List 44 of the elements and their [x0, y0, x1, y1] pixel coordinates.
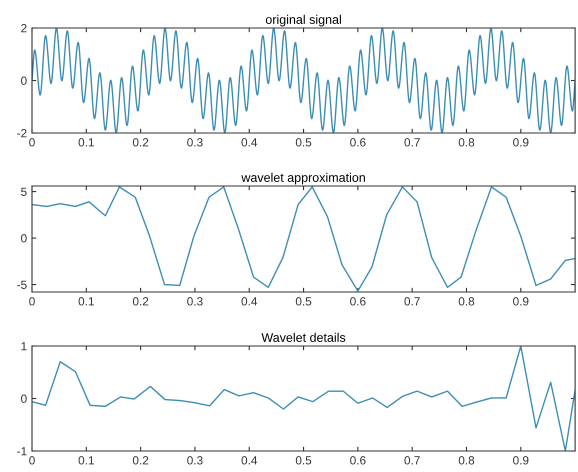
x-tick-label: 0.9: [513, 297, 528, 306]
line-series: [32, 346, 576, 451]
x-tick-label: 0.9: [513, 138, 528, 147]
y-tick-label: -5: [17, 280, 27, 289]
x-tick-label: 0.5: [296, 456, 312, 465]
x-tick-label: 0.2: [132, 456, 148, 465]
line-series: [32, 186, 576, 292]
chart-title: wavelet approximation: [241, 172, 365, 184]
x-tick-label: 0.7: [404, 138, 420, 147]
y-tick-label: -1: [17, 447, 27, 456]
y-tick-label: 2: [21, 24, 27, 32]
x-tick-label: 0.4: [242, 297, 258, 306]
x-tick-label: 0.3: [187, 297, 203, 306]
chart-title: original signal: [266, 14, 341, 26]
x-tick-label: 0.6: [350, 456, 366, 465]
x-tick-label: 0.1: [78, 297, 94, 306]
x-tick-label: 0: [29, 456, 35, 465]
x-tick-label: 0: [29, 138, 35, 147]
y-tick-label: 1: [21, 342, 27, 350]
x-tick-label: 0.5: [296, 138, 312, 147]
x-tick-label: 0.9: [513, 456, 528, 465]
y-tick-label: 0: [21, 76, 27, 85]
x-tick-label: 0.4: [242, 138, 258, 147]
chart-title: Wavelet details: [261, 332, 346, 342]
x-tick-label: 0.7: [404, 297, 420, 306]
x-tick-label: 0.8: [458, 138, 474, 147]
x-tick-label: 0.1: [78, 456, 94, 465]
x-tick-label: 0.7: [404, 456, 420, 465]
x-tick-label: 0.1: [78, 138, 94, 147]
x-tick-label: 0.8: [458, 297, 474, 306]
x-tick-label: 0.6: [350, 138, 366, 147]
y-tick-label: 0: [21, 234, 27, 242]
x-tick-label: 0.3: [187, 456, 203, 465]
x-tick-label: 0: [29, 297, 35, 306]
y-tick-label: 5: [21, 188, 27, 196]
y-tick-label: 0: [21, 394, 27, 403]
y-tick-label: -2: [17, 129, 27, 138]
x-tick-label: 0.2: [132, 297, 148, 306]
x-tick-label: 0.4: [242, 456, 258, 465]
x-tick-label: 0.2: [132, 138, 148, 147]
x-tick-label: 0.3: [187, 138, 203, 147]
x-tick-label: 0.6: [350, 297, 366, 306]
x-tick-label: 0.5: [296, 297, 312, 306]
x-tick-label: 0.8: [458, 456, 474, 465]
